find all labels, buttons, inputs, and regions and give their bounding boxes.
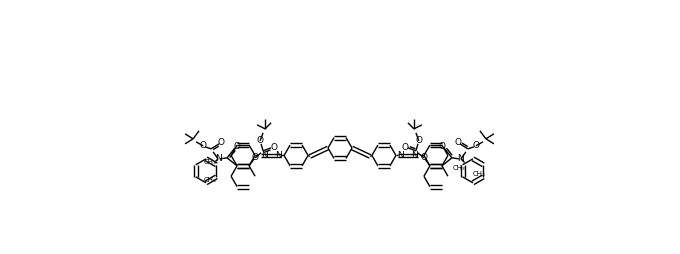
Text: O: O bbox=[401, 143, 409, 152]
Text: CH₃: CH₃ bbox=[204, 159, 216, 165]
Text: CH₃: CH₃ bbox=[204, 177, 216, 183]
Text: N: N bbox=[398, 151, 405, 160]
Text: N: N bbox=[411, 151, 418, 160]
Text: N: N bbox=[260, 151, 267, 160]
Text: O: O bbox=[439, 142, 445, 151]
Text: O: O bbox=[199, 141, 207, 150]
Text: O: O bbox=[256, 136, 264, 145]
Text: O: O bbox=[271, 143, 277, 152]
Text: CH₃: CH₃ bbox=[452, 165, 465, 171]
Text: O: O bbox=[454, 138, 462, 147]
Text: N: N bbox=[275, 151, 282, 160]
Text: O: O bbox=[420, 153, 428, 162]
Text: O: O bbox=[415, 136, 422, 145]
Text: O: O bbox=[218, 138, 224, 147]
Text: N: N bbox=[215, 154, 222, 163]
Text: CH₃: CH₃ bbox=[473, 171, 486, 177]
Text: O: O bbox=[252, 153, 258, 162]
Text: N: N bbox=[458, 154, 464, 163]
Text: O: O bbox=[233, 142, 241, 151]
Text: O: O bbox=[473, 141, 479, 150]
